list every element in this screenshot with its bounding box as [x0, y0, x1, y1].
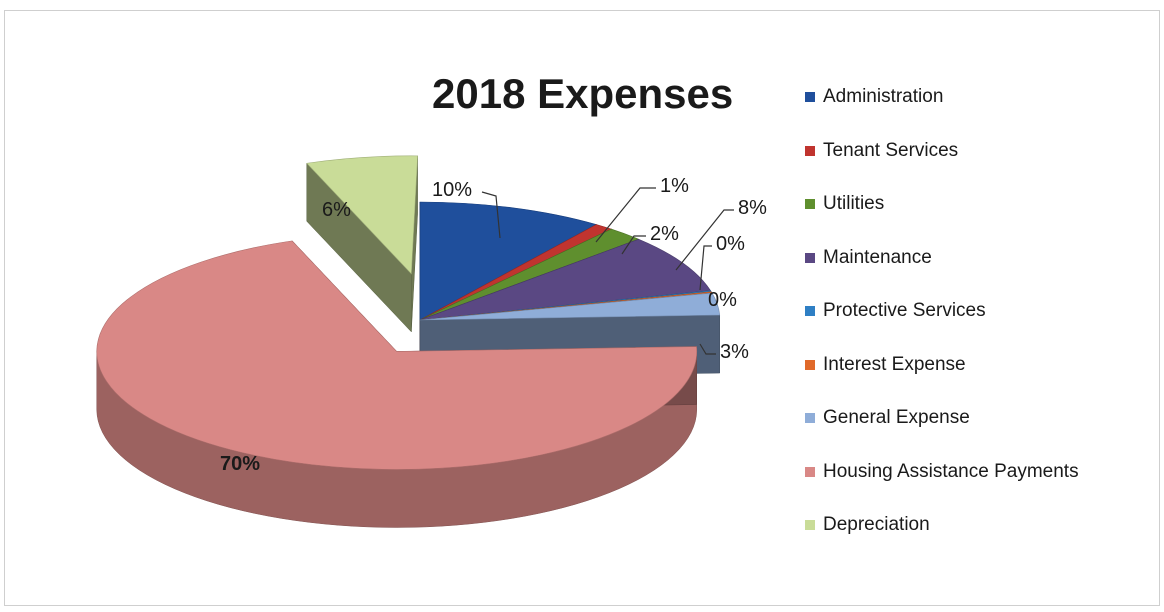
- legend-item-utilities: Utilities: [805, 191, 884, 217]
- legend-label: Utilities: [823, 193, 885, 214]
- legend-swatch: [805, 199, 815, 209]
- data-label-administration: 10%: [432, 179, 472, 201]
- legend-label: Maintenance: [823, 246, 932, 268]
- legend-swatch: [805, 520, 815, 530]
- leader-line: [621, 235, 646, 255]
- leader-line: [481, 191, 501, 239]
- leader-line: [675, 209, 734, 271]
- legend-label: Interest Expense: [823, 353, 966, 375]
- legend-item-interest-expense: Interest Expense: [805, 352, 966, 378]
- data-label-utilities: 2%: [650, 223, 679, 245]
- pie-slice-depreciation: [306, 155, 418, 333]
- pie-slice-housing-assistance-payments: [96, 240, 698, 528]
- leader-line: [699, 343, 716, 355]
- chart-title: 2018 Expenses: [432, 70, 734, 117]
- legend-item-protective-services: Protective Services: [805, 298, 986, 324]
- data-label-housing-assistance-payments: 70%: [220, 453, 260, 475]
- data-label-protective-services: 0%: [716, 233, 745, 255]
- legend-label: Tenant Services: [823, 139, 959, 161]
- legend-label: Administration: [823, 86, 944, 107]
- legend-label: Protective Services: [823, 300, 986, 321]
- data-label-general-expense: 3%: [720, 341, 749, 363]
- legend-item-housing-assistance-payments: Housing Assistance Payments: [805, 459, 1079, 485]
- legend-item-depreciation: Depreciation: [805, 512, 930, 538]
- legend-label: Depreciation: [823, 514, 930, 535]
- legend-label: General Expense: [823, 407, 970, 428]
- data-label-depreciation: 6%: [322, 199, 351, 221]
- legend-item-general-expense: General Expense: [805, 405, 970, 431]
- legend-swatch: [805, 252, 815, 263]
- data-label-tenant-services: 1%: [660, 175, 689, 197]
- legend-item-tenant-services: Tenant Services: [805, 138, 958, 164]
- legend-swatch: [805, 413, 815, 423]
- legend-swatch: [805, 359, 815, 370]
- legend-item-administration: Administration: [805, 84, 943, 110]
- legend-swatch: [805, 145, 815, 156]
- leader-line: [595, 187, 656, 243]
- legend-item-maintenance: Maintenance: [805, 245, 932, 271]
- legend-label: Housing Assistance Payments: [823, 460, 1079, 482]
- legend-swatch: [805, 92, 815, 102]
- data-label-interest-expense: 0%: [708, 289, 737, 311]
- legend-swatch: [805, 466, 815, 477]
- data-label-maintenance: 8%: [738, 197, 767, 219]
- leader-line: [699, 245, 712, 291]
- legend-swatch: [805, 306, 815, 316]
